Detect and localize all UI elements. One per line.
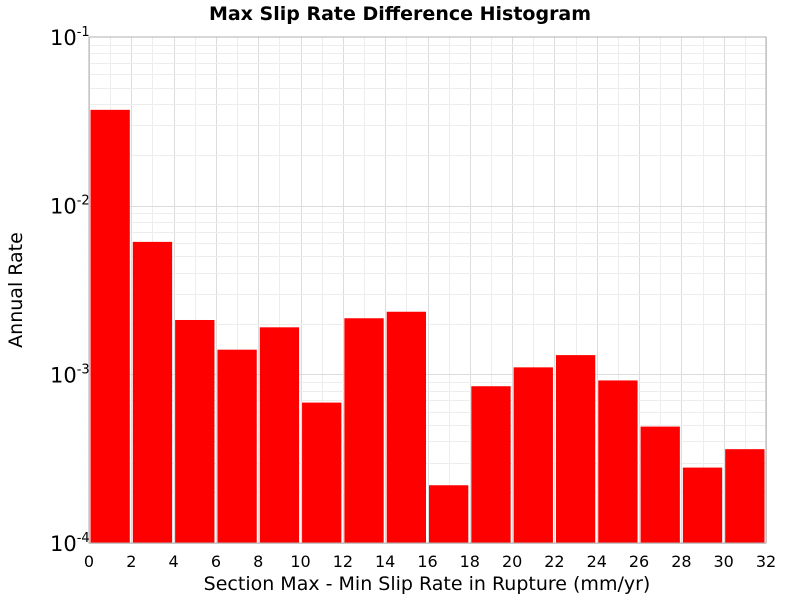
x-tick-label: 22 — [544, 552, 564, 571]
x-axis-label: Section Max - Min Slip Rate in Rupture (… — [204, 573, 651, 595]
x-tick-label: 2 — [126, 552, 136, 571]
y-tick-label: 10-2 — [50, 194, 90, 219]
bar — [471, 386, 511, 543]
bar — [386, 311, 426, 543]
bar — [217, 349, 257, 543]
bar — [682, 467, 723, 543]
x-tick-label: 4 — [169, 552, 179, 571]
x-tick-label: 12 — [333, 552, 353, 571]
x-tick-label: 16 — [417, 552, 437, 571]
bar — [640, 426, 680, 543]
bar — [598, 380, 638, 543]
bar — [90, 109, 130, 543]
plot-frame — [88, 36, 767, 544]
y-tick-labels: 10-4 10-3 10-2 10-1 — [50, 25, 90, 556]
bar — [259, 327, 300, 543]
chart-title: Max Slip Rate Difference Histogram — [209, 3, 591, 25]
bar — [132, 241, 173, 543]
bar — [302, 402, 342, 543]
x-tick-label: 18 — [460, 552, 480, 571]
x-tick-label: 32 — [756, 552, 776, 571]
x-tick-label: 28 — [671, 552, 691, 571]
bar — [513, 367, 553, 543]
bar — [555, 355, 596, 543]
x-tick-label: 8 — [253, 552, 263, 571]
x-tick-label: 14 — [375, 552, 395, 571]
x-tick-label: 24 — [587, 552, 607, 571]
y-axis-label: Annual Rate — [5, 232, 27, 348]
x-tick-label: 6 — [211, 552, 221, 571]
bar — [175, 319, 215, 543]
x-tick-label: 0 — [84, 552, 94, 571]
x-tick-label: 10 — [290, 552, 310, 571]
x-tick-label: 20 — [502, 552, 522, 571]
bar — [725, 449, 765, 543]
y-tick-label: 10-3 — [50, 362, 90, 387]
bar — [344, 318, 384, 543]
bars — [90, 109, 765, 543]
y-tick-label: 10-1 — [50, 25, 90, 50]
bar — [429, 485, 469, 543]
x-tick-label: 26 — [629, 552, 649, 571]
x-tick-labels: 0 2 4 6 8 10 12 14 16 18 20 22 24 26 28 30 32 — [84, 552, 776, 571]
x-tick-label: 30 — [714, 552, 734, 571]
y-tick-label: 10-4 — [50, 531, 90, 556]
